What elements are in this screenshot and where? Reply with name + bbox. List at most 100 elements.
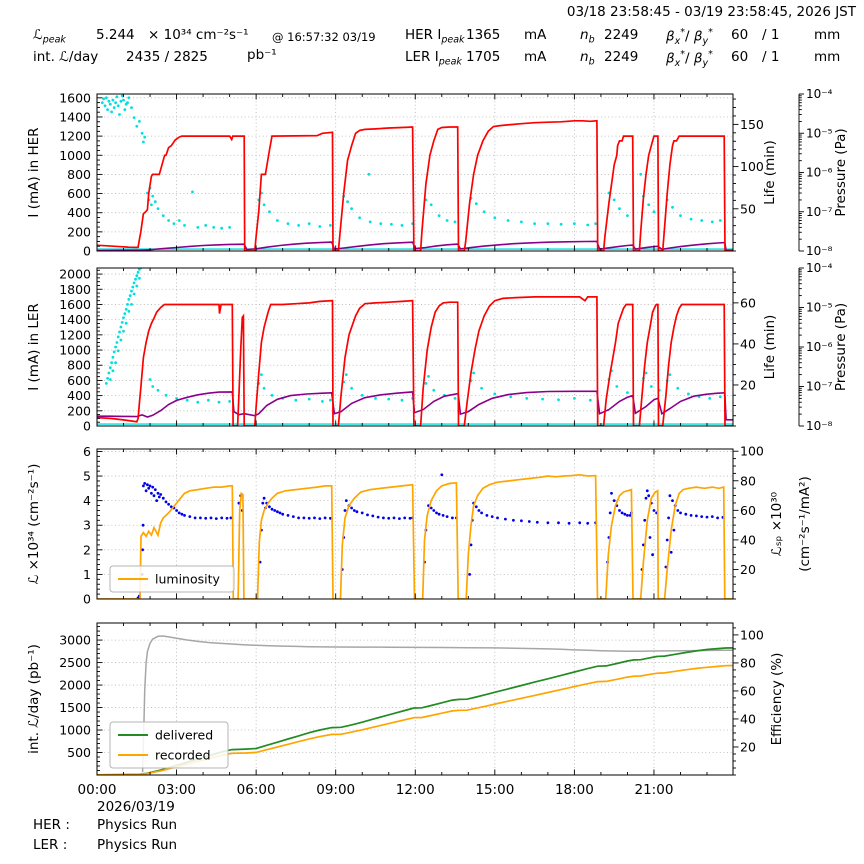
right-axis-title2-lsp: (cm⁻²s⁻¹/mA²)	[797, 476, 813, 572]
series-her-life	[97, 240, 733, 251]
ler-beta-value: 60	[731, 49, 749, 65]
intl-value: 2435 / 2825	[126, 49, 208, 65]
right-axis-title-eff: Efficiency (%)	[769, 653, 785, 746]
legend-label-luminosity: luminosity	[155, 572, 221, 587]
intl-label: int. ℒ/day	[33, 49, 99, 65]
ler-status-value: Physics Run	[97, 837, 178, 853]
right-axis-title-life: Life (min)	[762, 140, 778, 205]
plot-intlum: 500 1000 1500 2000 2500 3000 20 40 60 80 100 Effici…	[26, 622, 785, 798]
ler-beta-value2: / 1	[762, 49, 780, 65]
x-tick-label: 21:00	[635, 782, 674, 798]
ytick-label-her: 800	[67, 167, 91, 182]
lpeak-label: ℒpeak	[33, 27, 66, 46]
pressure-tick-label: 10⁻⁶	[806, 340, 833, 354]
right-tick-label-eff: 60	[740, 683, 756, 698]
right-tick-label-eff: 80	[740, 655, 756, 670]
ytick-label-ler: 1400	[59, 312, 91, 327]
right-tick-label-eff: 100	[740, 627, 764, 642]
pressure-tick-label: 10⁻⁷	[806, 205, 833, 219]
her-status-label: HER :	[33, 817, 70, 833]
ler-ipeak-unit: mA	[524, 49, 547, 65]
ler-nb-label: nb	[580, 49, 595, 68]
her-status-value: Physics Run	[97, 817, 178, 833]
her-beta-unit: mm	[814, 27, 841, 43]
pressure-tick-label: 10⁻⁴	[806, 87, 833, 101]
her-beta-value2: / 1	[762, 27, 780, 43]
right-tick-label-eff: 40	[740, 711, 756, 726]
pressure-tick-label: 10⁻⁵	[806, 126, 833, 140]
ytick-label-lum: 5	[83, 469, 91, 484]
right-axis-title-life: Life (min)	[762, 315, 778, 380]
her-nb-label: nb	[580, 27, 595, 46]
series-her-current	[97, 119, 733, 251]
pressure-tick-label: 10⁻⁶	[806, 166, 833, 180]
ytick-label-lum: 2	[83, 542, 91, 557]
y-axis-title-lum: ℒ ×10³⁴ (cm⁻²s⁻¹)	[26, 464, 42, 585]
intl-unit: pb⁻¹	[247, 47, 277, 63]
lpeak-unit: × 10³⁴ cm⁻²s⁻¹	[148, 27, 249, 43]
ytick-label-her: 1000	[59, 148, 91, 163]
x-tick-label: 00:00	[78, 782, 117, 798]
right-tick-label-lsp: 80	[740, 473, 756, 488]
ler-beta-label: βx*/ βy*	[666, 49, 713, 70]
series-ler-current	[97, 296, 733, 426]
y-axis-title-ler: I (mA) in LER	[26, 303, 42, 391]
ytick-label-ler: 1800	[59, 282, 91, 297]
ytick-label-intlum: 2000	[59, 678, 91, 693]
ytick-label-her: 600	[67, 186, 91, 201]
x-tick-label: 15:00	[475, 782, 514, 798]
pressure-tick-label: 10⁻⁴	[806, 261, 833, 275]
ler-beta-unit: mm	[814, 49, 841, 65]
her-ipeak-label: HER Ipeak	[405, 27, 465, 46]
lpeak-timestamp: @ 16:57:32 03/19	[272, 30, 376, 44]
right-tick-label-life: 60	[740, 295, 756, 310]
her-nb-value: 2249	[604, 27, 639, 43]
ytick-label-her: 200	[67, 224, 91, 239]
ytick-label-lum: 1	[83, 567, 91, 582]
ytick-label-ler: 0	[83, 419, 91, 434]
right-tick-label-lsp: 100	[740, 444, 764, 459]
right-tick-label-life: 50	[740, 201, 756, 216]
ytick-label-intlum: 1000	[59, 723, 91, 738]
x-tick-label: 06:00	[237, 782, 276, 798]
ytick-label-her: 0	[83, 244, 91, 259]
ytick-label-lum: 6	[83, 444, 91, 459]
right-tick-label-lsp: 40	[740, 532, 756, 547]
ytick-label-intlum: 3000	[59, 633, 91, 648]
lpeak-value: 5.244	[96, 27, 135, 43]
series-efficiency	[141, 635, 733, 773]
x-tick-label: 03:00	[157, 782, 196, 798]
ytick-label-her: 1600	[59, 90, 91, 105]
right-tick-label-life: 150	[740, 117, 764, 132]
legend-intlum: delivered recorded	[109, 721, 229, 769]
ytick-label-intlum: 1500	[59, 700, 91, 715]
ytick-label-ler: 200	[67, 403, 91, 418]
series-her-pressure	[100, 94, 722, 230]
right-tick-label-lsp: 60	[740, 503, 756, 518]
pressure-tick-label: 10⁻⁸	[806, 419, 833, 433]
series-luminosity	[97, 473, 733, 599]
legend-label-delivered: delivered	[155, 728, 213, 743]
ytick-label-her: 1400	[59, 109, 91, 124]
pressure-tick-label: 10⁻⁷	[806, 380, 833, 394]
her-ipeak-value: 1365	[466, 27, 501, 43]
ytick-label-lum: 4	[83, 493, 91, 508]
header-date-range: 03/18 23:58:45 - 03/19 23:58:45, 2026 JS…	[566, 4, 856, 20]
right-tick-label-lsp: 20	[740, 562, 756, 577]
right-tick-label-life: 20	[740, 377, 756, 392]
legend-label-recorded: recorded	[155, 748, 211, 763]
ytick-label-her: 400	[67, 205, 91, 220]
y-axis-title-intlum: int. ℒ/day (pb⁻¹)	[26, 644, 42, 754]
ler-status-label: LER :	[33, 837, 68, 853]
right-axis-title-pressure: Pressure (Pa)	[833, 303, 849, 391]
ytick-label-intlum: 500	[67, 745, 91, 760]
ytick-label-intlum: 2500	[59, 655, 91, 670]
pressure-tick-label: 10⁻⁸	[806, 244, 833, 258]
ler-ipeak-value: 1705	[466, 49, 501, 65]
ytick-label-lum: 0	[83, 592, 91, 607]
x-tick-label: 18:00	[555, 782, 594, 798]
ytick-label-her: 1200	[59, 129, 91, 144]
ytick-label-lum: 3	[83, 518, 91, 533]
